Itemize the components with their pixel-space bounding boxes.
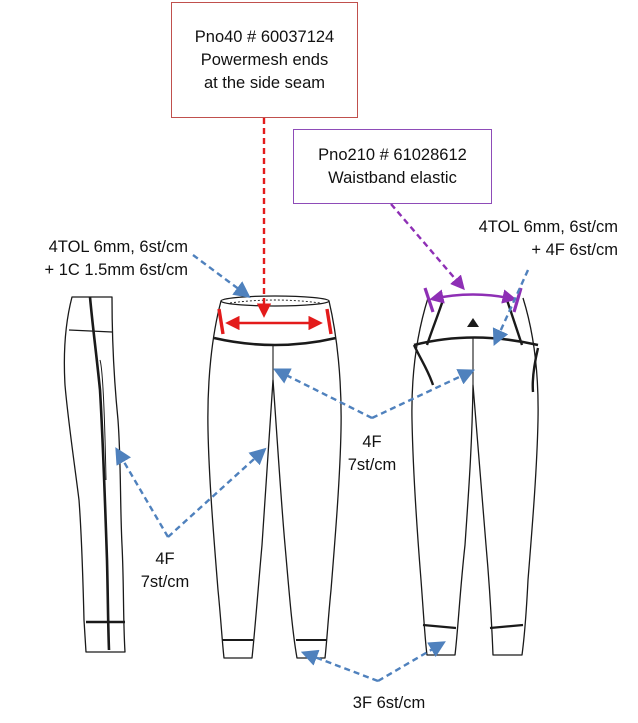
front-waist-label-line1: 4TOL 6mm, 6st/cm [48, 238, 188, 256]
waistband-leader-arrow [390, 203, 465, 291]
back-view-leggings [411, 297, 540, 656]
waistband-callout: Pno210 # 61028612 Waistband elastic [293, 129, 492, 204]
center-seam-label: 4F 7st/cm [332, 431, 412, 477]
side-seam-arrow-side [115, 447, 170, 538]
center-seam-label-line1: 4F [362, 433, 382, 451]
back-hem-right [489, 623, 524, 630]
side-seam-label: 4F 7st/cm [125, 548, 205, 594]
front-waist-top [220, 295, 330, 307]
side-seam-arrow-front [167, 447, 267, 538]
center-seam-arrow-back [371, 369, 476, 420]
back-pocket-right [531, 347, 540, 393]
logo-icon [467, 318, 479, 327]
front-waist-arrow [192, 254, 251, 299]
back-yoke-right [505, 299, 524, 346]
front-waist-label: 4TOL 6mm, 6st/cm + 1C 1.5mm 6st/cm [4, 236, 189, 282]
side-view-outline [63, 296, 126, 653]
front-waistband-line [213, 336, 337, 347]
back-waist-label: 4TOL 6mm, 6st/cm + 4F 6st/cm [440, 216, 618, 262]
front-view-leggings [207, 295, 342, 659]
front-waist-label-line2: + 1C 1.5mm 6st/cm [44, 261, 189, 279]
back-waist-label-line1: 4TOL 6mm, 6st/cm [478, 218, 618, 236]
powermesh-right-marker [325, 308, 333, 335]
hem-label: 3F 6st/cm [334, 692, 444, 715]
back-yoke-left [425, 299, 445, 346]
back-hem-left [422, 623, 457, 630]
hem-label-line1: 3F 6st/cm [352, 694, 426, 712]
back-waist-arrow [492, 269, 530, 347]
waistband-part-number: Pno210 # 61028612 [318, 145, 467, 164]
hem-arrow-front [300, 649, 379, 683]
powermesh-part-number: Pno40 # 60037124 [194, 27, 335, 46]
powermesh-desc-2: at the side seam [203, 73, 326, 92]
center-seam-label-line2: 7st/cm [347, 456, 397, 474]
side-view-leggings [63, 296, 126, 653]
center-seam-arrow-front [272, 368, 373, 420]
waistband-left-marker [423, 287, 435, 313]
powermesh-left-marker [217, 308, 225, 335]
powermesh-desc-1: Powermesh ends [200, 50, 329, 69]
stitch-arrows [115, 254, 530, 683]
front-view-outline [207, 300, 342, 659]
waistband-desc: Waistband elastic [328, 168, 457, 187]
side-view-side-seam [88, 296, 111, 651]
back-view-outline [411, 297, 539, 656]
hem-arrow-back [377, 641, 446, 683]
waistband-right-marker [512, 287, 523, 313]
back-pocket-left [412, 344, 435, 386]
waistband-width-arrow [429, 289, 517, 304]
powermesh-callout: Pno40 # 60037124 Powermesh ends at the s… [171, 2, 358, 118]
front-waist-detail [229, 299, 321, 304]
side-view-panel-line [99, 359, 107, 481]
back-waist-label-line2: + 4F 6st/cm [531, 241, 618, 259]
side-seam-label-line1: 4F [155, 550, 175, 568]
side-seam-label-line2: 7st/cm [140, 573, 190, 591]
side-view-waistband-line [68, 329, 113, 333]
